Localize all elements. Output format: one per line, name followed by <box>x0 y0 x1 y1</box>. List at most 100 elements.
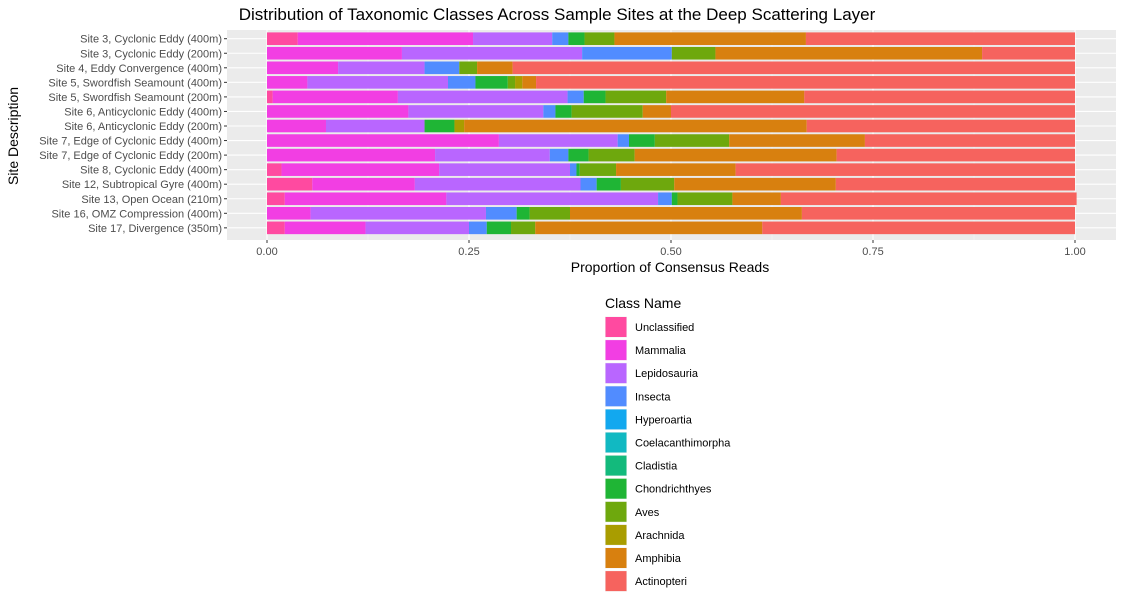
bar-segment: Amphibia: 0.33 <box>715 46 983 60</box>
bar-segment: Amphibia: 0.281 <box>535 221 763 235</box>
y-tick-label: Site 3, Cyclonic Eddy (200m) <box>80 48 222 60</box>
bar-segment: Chondrichthyes: 0.04 <box>475 76 508 89</box>
bar-segment: Aves: 0.045 <box>579 163 617 176</box>
bar-segment: Actinopteri: 0.296 <box>835 177 1075 191</box>
bar-segment: Aves: 0.088 <box>571 105 643 118</box>
bar-segment: Unclassified: 0.018 <box>267 163 282 176</box>
bar-segment: Chondrichthyes: 0.03 <box>596 177 621 191</box>
bar-segment: Mammalia: 0.175 <box>267 105 409 118</box>
bar-segment: Unclassified: 0.038 <box>267 32 298 45</box>
y-tick-label: Site 12, Subtropical Gyre (400m) <box>62 179 222 191</box>
bar-segment: Actinopteri: 0.667 <box>536 76 1075 89</box>
bar-segment: Lepidosauria: 0.162 <box>439 163 570 176</box>
bar-segment: Actinopteri: 0.387 <box>762 221 1075 235</box>
legend-label: Coelacanthimorpha <box>635 438 731 450</box>
y-tick-label: Site 8, Cyclonic Eddy (400m) <box>80 165 222 177</box>
bar-segment: Insecta: 0.017 <box>658 192 672 206</box>
legend-label: Arachnida <box>635 530 685 542</box>
y-tick-label: Site 5, Swordfish Seamount (400m) <box>48 77 222 89</box>
bar-segment: Lepidosauria: 0.098 <box>473 32 553 45</box>
bar-segment: Mammalia: 0.208 <box>267 148 436 162</box>
bar-segment: Mammalia: 0.088 <box>267 61 339 75</box>
bar-segment: Mammalia: 0.155 <box>272 90 398 104</box>
legend-swatch <box>605 340 627 361</box>
bar-segment: Aves: 0.075 <box>605 90 667 104</box>
bar-segment: Amphibia: 0.06 <box>732 192 781 206</box>
legend-swatch <box>605 432 627 453</box>
bar-segment: Unclassified: 0.022 <box>267 221 285 235</box>
x-axis-title: Proportion of Consensus Reads <box>571 259 769 275</box>
x-tick-label: 0.00 <box>256 246 277 258</box>
bar-segment: Insecta: 0.02 <box>580 177 597 191</box>
bar-segment: Actinopteri: 0.115 <box>982 46 1075 60</box>
legend-swatch <box>605 524 627 545</box>
bar-segment: Lepidosauria: 0.142 <box>435 148 550 162</box>
bar-segment: Mammalia: 0.127 <box>312 177 415 191</box>
bar-segment: Lepidosauria: 0.107 <box>338 61 425 75</box>
x-tick-label: 0.75 <box>862 246 883 258</box>
bar-segment: Lepidosauria: 0.174 <box>307 76 448 89</box>
bar-segment: Aves: 0.037 <box>584 32 615 45</box>
bar-segment: Amphibia: 0.148 <box>616 163 736 176</box>
bar-segment: Insecta: 0.023 <box>549 148 569 162</box>
legend-label: Cladistia <box>635 461 678 473</box>
bar-segment: Aves: 0.066 <box>620 177 675 191</box>
bar-segment: Lepidosauria: 0.122 <box>325 119 425 133</box>
bar-segment: Insecta: 0.02 <box>567 90 584 104</box>
bar-segment: Aves: 0.057 <box>588 148 635 162</box>
bar-segment: Lepidosauria: 0.205 <box>414 177 581 191</box>
bar-segment: Arachnida: 0.009 <box>515 76 523 89</box>
legend-swatch <box>605 386 627 407</box>
bar-segment: Insecta: 0.015 <box>543 105 556 118</box>
bar-segment: Chondrichthyes: 0.032 <box>628 134 655 147</box>
y-tick-label: Site 16, OMZ Compression (400m) <box>51 208 222 220</box>
legend-label: Aves <box>635 507 660 519</box>
chart-title: Distribution of Taxonomic Classes Across… <box>239 5 876 24</box>
bar-segment: Chondrichthyes: 0.02 <box>568 32 585 45</box>
legend: Class Name Unclassified Mammalia Lepidosau… <box>605 295 731 592</box>
bar-segment: Lepidosauria: 0.223 <box>401 46 583 60</box>
bar-segment: Unclassified: 0.007 <box>267 90 273 104</box>
legend-label: Unclassified <box>635 322 694 334</box>
bar-segment: Aves: 0.092 <box>654 134 730 147</box>
x-tick-label: 1.00 <box>1064 246 1085 258</box>
legend-swatch <box>605 548 627 568</box>
bar-segment: Lepidosauria: 0.21 <box>397 90 568 104</box>
bar-segment: Arachnida: 0.012 <box>454 119 465 133</box>
bar-segment: Aves: 0.022 <box>459 61 478 75</box>
bar-segment: Actinopteri: 0.335 <box>804 90 1075 104</box>
bar-segment: Chondrichthyes: 0.037 <box>424 119 455 133</box>
bar-segment: Insecta: 0.043 <box>424 61 460 75</box>
bar-segment: Actinopteri: 0.366 <box>780 192 1077 206</box>
bar-segment: Actinopteri: 0.338 <box>801 207 1075 220</box>
legend-label: Lepidosauria <box>635 368 699 380</box>
bar-segment: Mammalia: 0.195 <box>281 163 440 176</box>
bar-segment: Amphibia: 0.25 <box>634 148 837 162</box>
bar-segment: Chondrichthyes: 0.02 <box>555 105 572 118</box>
bar-segment: Amphibia: 0.2 <box>674 177 836 191</box>
bar-segment: Chondrichthyes: 0.027 <box>583 90 606 104</box>
y-tick-label: Site 7, Edge of Cyclonic Eddy (200m) <box>39 150 222 162</box>
bar-segment: Mammalia: 0.287 <box>267 134 499 147</box>
bar-segment: Chondrichthyes: 0.03 <box>486 221 512 235</box>
x-tick-label: 0.25 <box>458 246 479 258</box>
bar-segment: Amphibia: 0.035 <box>642 105 671 118</box>
bar-segment: Amphibia: 0.287 <box>570 207 802 220</box>
bar-segment: Aves: 0.05 <box>529 207 570 220</box>
bar-segment: Chondrichthyes: 0.004 <box>576 163 580 176</box>
bar-segment: Insecta: 0.038 <box>485 207 517 220</box>
bar-segment: Actinopteri: 0.696 <box>512 61 1075 75</box>
legend-swatch <box>605 455 627 476</box>
bar-segment: Mammalia: 0.05 <box>267 76 308 89</box>
y-tick-label: Site 5, Swordfish Seamount (200m) <box>48 92 222 104</box>
bar-segment: Amphibia: 0.237 <box>614 32 806 45</box>
bar-segment: Insecta: 0.02 <box>552 32 569 45</box>
bar-segment: Actinopteri: 0.332 <box>806 119 1075 133</box>
bar-segment: Actinopteri: 0.26 <box>864 134 1075 147</box>
bar-segment: Unclassified: 0.022 <box>267 192 285 206</box>
bar-segment: Amphibia: 0.044 <box>477 61 513 75</box>
legend-title: Class Name <box>605 295 681 311</box>
legend-swatch <box>605 571 627 592</box>
bar-segment: Insecta: 0.111 <box>582 46 672 60</box>
